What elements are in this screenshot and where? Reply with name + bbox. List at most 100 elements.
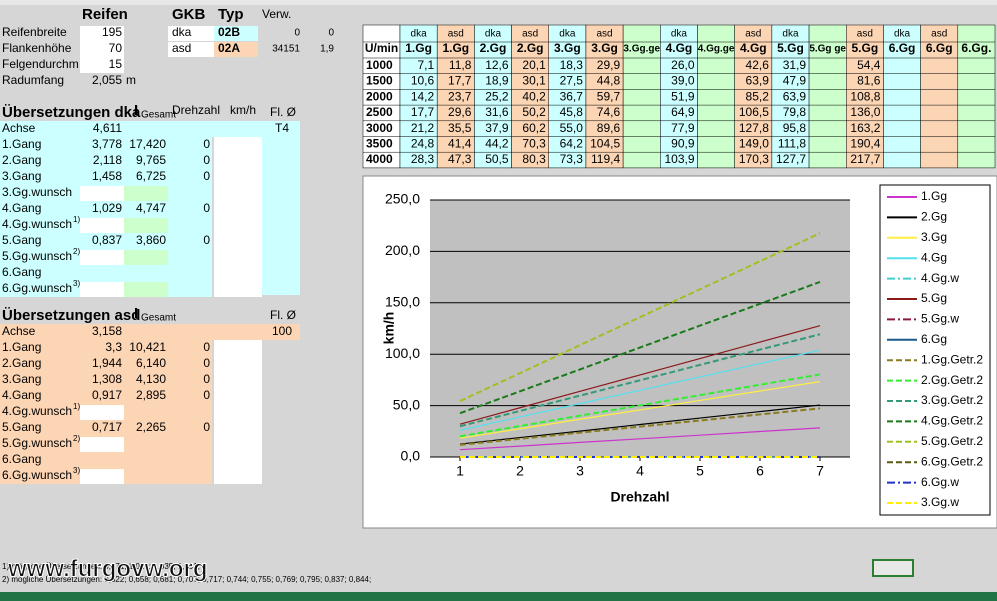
cell-text: 25,2 (485, 89, 509, 103)
cell-text: 6.Gg (926, 41, 953, 55)
cell-text: 11,8 (449, 58, 472, 72)
cell-text: 70,3 (522, 137, 546, 151)
y-tick-label: 100,0 (385, 345, 420, 361)
cell-text: 3.Gg (591, 41, 618, 55)
cell-text: 2,895 (136, 388, 166, 402)
legend-label: 4.Gg.w (921, 271, 959, 285)
legend-label: 5.Gg.w (921, 312, 959, 326)
column-bg (883, 24, 921, 169)
column-header-strip (0, 0, 997, 5)
x-tick-label: 4 (636, 463, 644, 479)
cell-text: 136,0 (850, 105, 880, 119)
cell-text: 0 (203, 356, 210, 370)
cell-text: 73,3 (560, 152, 584, 166)
column-bg (474, 24, 512, 169)
cell-text: asd (857, 29, 873, 40)
cell-text: 6.Gg. (961, 41, 991, 55)
cell-text: Fl. Ø (270, 105, 296, 119)
cell-text: 77,9 (671, 121, 695, 135)
cell-text: 42,6 (746, 58, 770, 72)
cell-text: 119,4 (591, 152, 620, 166)
status-bar (0, 592, 997, 601)
cell-text: 104,5 (590, 137, 620, 151)
legend-label: 2.Gg.Getr.2 (921, 373, 983, 387)
cell-text: 1.Gang (2, 340, 41, 354)
cell-text: 44,8 (597, 74, 621, 88)
cell-text: 0,917 (92, 388, 122, 402)
cell-text: 34151 (272, 44, 300, 55)
legend-label: 6.Gg.Getr.2 (921, 454, 983, 468)
column-bg (734, 24, 773, 169)
cell-bg (80, 218, 124, 233)
cell-text: dka (172, 25, 192, 39)
cell-text: 17,420 (129, 137, 166, 151)
legend-label: 5.Gg (921, 291, 947, 305)
cell-text: 74,6 (597, 105, 621, 119)
column-bg (920, 24, 959, 169)
column-bg (660, 24, 698, 169)
cell-text: 0 (203, 153, 210, 167)
column-bg (808, 24, 847, 169)
cell-text: 3,860 (136, 233, 166, 247)
cell-text: 47,3 (448, 152, 472, 166)
selected-cell[interactable] (872, 559, 914, 577)
cell-text: Gesamt (141, 110, 176, 121)
cell-text: 4.Gg (740, 41, 767, 55)
cell-text: 63,9 (746, 74, 770, 88)
cell-text: 6.Gg.wunsch (2, 468, 72, 482)
cell-text: 4.Gg.ge (698, 44, 735, 55)
cell-text: 6.Gg.wunsch (2, 281, 72, 295)
cell-text: 1,9 (320, 44, 334, 55)
cell-text: U/min (365, 41, 398, 55)
cell-text: 4.Gang (2, 201, 41, 215)
x-tick-label: 5 (696, 463, 704, 479)
cell-text: 3.Gang (2, 169, 41, 183)
cell-text: 2,265 (136, 420, 166, 434)
cell-text: 36,7 (560, 89, 584, 103)
cell-text: 27,5 (560, 74, 584, 88)
cell-text: 79,8 (783, 105, 807, 119)
cell-text: 2,055 (92, 73, 122, 87)
cell-text: 5.Gang (2, 233, 41, 247)
cell-text: 3,778 (92, 137, 122, 151)
series-line (459, 349, 821, 431)
x-tick-label: 1 (456, 463, 464, 479)
cell-text: 30,1 (522, 74, 546, 88)
column-bg (548, 24, 587, 169)
column-bg (957, 24, 996, 169)
cell-text: 18,9 (485, 74, 509, 88)
cell-text: 3.Gg.ge (623, 44, 660, 55)
cell-text: dka (782, 29, 799, 40)
cell-text: 108,8 (850, 89, 880, 103)
cell-text: 6.Gang (2, 265, 41, 279)
cell-text: dka (559, 29, 576, 40)
cell-text: 4,130 (136, 372, 166, 386)
cell-text: 2000 (366, 89, 393, 103)
series-line (459, 325, 821, 425)
x-tick-label: 2 (516, 463, 524, 479)
cell-bg (0, 137, 212, 297)
cell-text: 1,458 (92, 169, 122, 183)
cell-text: 0 (203, 388, 210, 402)
cell-text: 1.Gang (2, 137, 41, 151)
cell-text: 1.Gg (405, 41, 432, 55)
series-line (459, 280, 821, 415)
cell-text: asd (172, 41, 191, 55)
x-tick-label: 7 (816, 463, 824, 479)
cell-bg (168, 26, 214, 41)
series-line (459, 427, 821, 451)
cell-bg (124, 186, 168, 201)
cell-text: 4.Gg.wunsch (2, 404, 72, 418)
series-line (459, 407, 821, 446)
cell-text: 0 (203, 420, 210, 434)
cell-text: 149,0 (739, 137, 769, 151)
cell-text: 37,9 (485, 121, 509, 135)
cell-text: 64,2 (560, 137, 584, 151)
watermark: www.furgovw.org (7, 555, 208, 582)
cell-text: asd (596, 29, 612, 40)
cell-text: 89,6 (597, 121, 621, 135)
cell-text: 2.Gang (2, 356, 41, 370)
cell-bg (80, 186, 124, 201)
cell-text: 2.Gg (517, 41, 544, 55)
cell-text: dka (411, 29, 428, 40)
